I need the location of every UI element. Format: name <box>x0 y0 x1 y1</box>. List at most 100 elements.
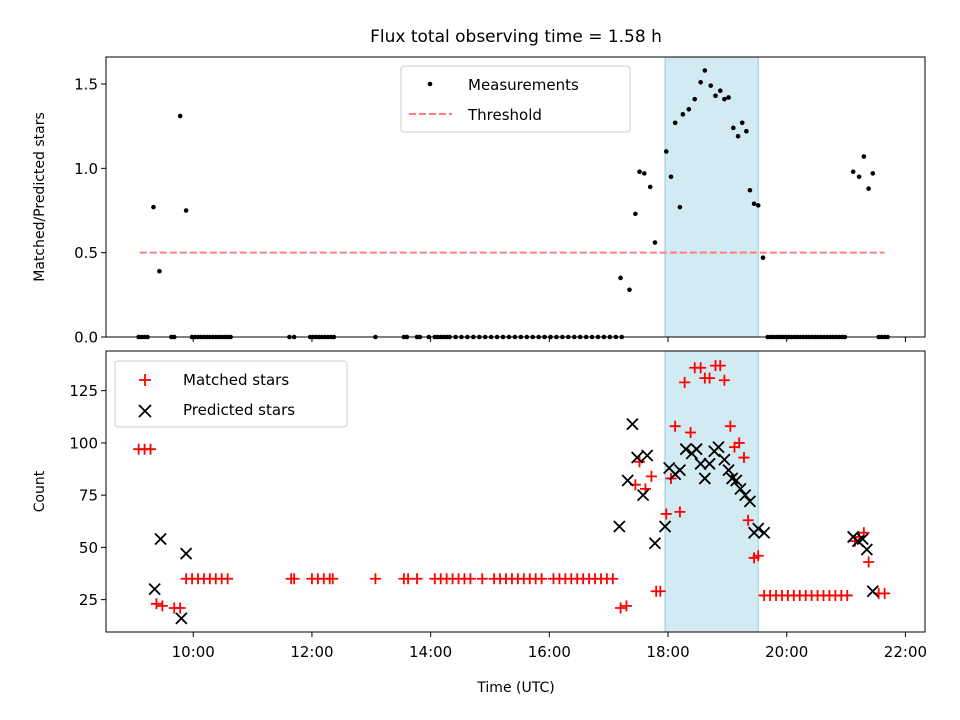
x-tick-label: 12:00 <box>290 643 333 661</box>
measurement-point <box>672 120 678 126</box>
predicted-star-point <box>730 474 743 487</box>
measurement-point <box>641 171 647 176</box>
matched-star-point <box>411 573 423 585</box>
matched-star-point <box>327 573 339 585</box>
legend-marker-measurements <box>427 81 433 87</box>
predicted-star-point <box>860 543 873 556</box>
matched-star-point <box>476 573 488 585</box>
measurement-point <box>177 113 183 119</box>
predicted-star-point <box>648 537 662 550</box>
matched-star-point <box>288 573 300 585</box>
predicted-star-point <box>694 457 707 470</box>
x-tick-label: 18:00 <box>646 643 689 661</box>
matched-star-point <box>660 508 672 520</box>
predicted-star-point <box>758 526 771 539</box>
measurement-point <box>637 169 642 174</box>
predicted-star-point <box>743 495 757 508</box>
y-tick-label: 100 <box>69 434 98 452</box>
matched-star-point <box>464 573 476 585</box>
measurement-point <box>677 204 683 210</box>
matched-star-point <box>536 573 548 585</box>
measurement-point <box>157 268 162 274</box>
predicted-star-point <box>626 417 639 431</box>
x-axis-ticks <box>192 337 906 342</box>
predicted-star-point <box>703 457 716 470</box>
x-tick-label: 10:00 <box>172 643 215 661</box>
measurement-point <box>850 169 856 174</box>
measurement-point <box>747 187 753 193</box>
predicted-star-point <box>679 443 692 456</box>
measurement-point <box>702 68 708 73</box>
predicted-star-point <box>690 443 703 456</box>
measurement-point <box>680 112 686 117</box>
measurement-point <box>731 125 736 131</box>
measurement-point <box>698 80 703 85</box>
measurement-point <box>726 95 731 100</box>
predicted-star-point <box>752 522 765 535</box>
measurement-point <box>735 133 741 139</box>
matched-star-point <box>695 362 707 374</box>
matched-star-point <box>704 372 716 384</box>
matched-star-point <box>718 374 730 386</box>
predicted-star-point <box>734 482 747 496</box>
predicted-star-point <box>175 612 188 625</box>
legend-label-measurements: Measurements <box>468 76 579 94</box>
x-axis-label: Time (UTC) <box>476 680 554 696</box>
legend-marker-predicted <box>138 404 152 418</box>
measurement-point <box>627 287 632 293</box>
measurement-point <box>618 275 623 281</box>
predicted-star-point <box>673 463 687 477</box>
matched-star-point <box>752 550 764 562</box>
measurement-point <box>663 149 669 154</box>
predicted-stars-points <box>148 417 879 625</box>
legend: Measurements Threshold <box>400 65 631 133</box>
matched-star-point <box>620 600 632 612</box>
matched-star-point <box>174 602 186 614</box>
matched-star-point <box>674 506 686 518</box>
measurement-point <box>760 255 766 261</box>
y-axis: 25 50 75 100 125 <box>69 382 106 609</box>
measurement-point <box>744 128 749 134</box>
predicted-star-point <box>722 463 735 477</box>
x-axis: 10:00 12:00 14:00 16:00 18:00 20:00 22:00 <box>172 632 927 661</box>
measurement-point <box>686 106 692 112</box>
measurement-point <box>633 211 638 217</box>
matched-star-point <box>669 420 681 432</box>
y-tick-label: 75 <box>79 487 98 505</box>
predicted-star-point <box>658 520 672 533</box>
predicted-star-point <box>718 453 731 466</box>
matched-star-point <box>879 587 891 599</box>
matched-star-point <box>369 573 381 585</box>
count-panel: 25 50 75 100 125 10:00 12:00 14:00 16:00 18:00 20… <box>32 350 927 696</box>
measurement-point <box>652 240 658 245</box>
matched-star-point <box>863 556 875 568</box>
predicted-star-point <box>148 583 161 596</box>
matched-star-point <box>714 360 726 372</box>
legend-label-threshold: Threshold <box>467 106 542 124</box>
x-tick-label: 16:00 <box>528 643 571 661</box>
chart-title: Flux total observing time = 1.58 h <box>370 27 662 47</box>
predicted-star-point <box>856 532 869 546</box>
predicted-star-point <box>641 449 654 462</box>
plot-frame <box>105 56 926 338</box>
predicted-star-point <box>154 532 167 546</box>
legend-label-matched: Matched stars <box>183 371 289 389</box>
plot-frame <box>105 350 926 633</box>
legend: Matched stars Predicted stars <box>114 360 348 428</box>
measurement-point <box>866 186 871 191</box>
y-axis: 0.0 0.5 1.0 1.5 <box>74 75 106 347</box>
matched-star-point <box>841 589 853 601</box>
y-tick-label: 1.5 <box>74 75 98 93</box>
x-tick-label: 22:00 <box>884 643 927 661</box>
y-axis-label: Matched/Predicted stars <box>32 112 48 282</box>
predicted-star-point <box>739 489 752 502</box>
matched-star-point <box>724 420 736 432</box>
y-tick-label: 0.0 <box>74 329 98 347</box>
matched-star-point <box>615 602 627 614</box>
matched-star-point <box>156 600 168 612</box>
matched-star-point <box>607 573 619 585</box>
y-tick-label: 125 <box>69 382 98 400</box>
measurement-point <box>722 96 727 102</box>
measurement-point <box>739 120 745 126</box>
